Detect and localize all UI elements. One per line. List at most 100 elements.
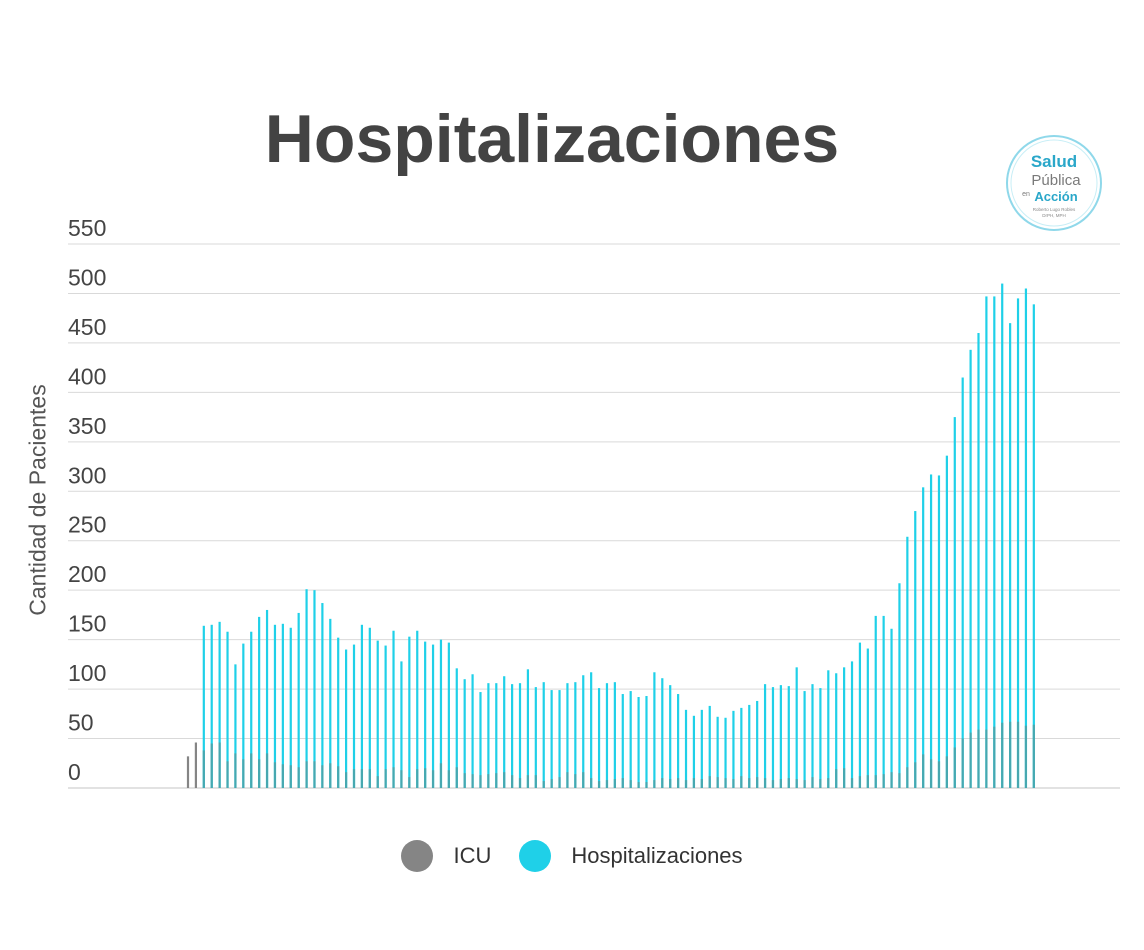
- logo-line4: Roberto Lugo Robles: [1033, 207, 1076, 212]
- icu-bar: [906, 767, 909, 788]
- icu-bar: [416, 769, 419, 788]
- hospitalizaciones-bar: [929, 474, 933, 788]
- icu-bar: [835, 769, 838, 788]
- legend-label-hospitalizaciones: Hospitalizaciones: [571, 843, 743, 868]
- icu-bar: [210, 743, 213, 788]
- icu-bar: [431, 770, 435, 788]
- hospitalizaciones-bar: [858, 642, 862, 788]
- icu-bar: [866, 775, 869, 788]
- hospitalizaciones-bar: [392, 630, 395, 788]
- hospitalizaciones-bar: [945, 455, 948, 788]
- hospitalizaciones-bar: [724, 717, 727, 788]
- icu-bar: [289, 765, 292, 788]
- hospitalizaciones-bar: [471, 674, 474, 788]
- icu-bar: [740, 776, 743, 788]
- legend-label-icu: ICU: [453, 843, 492, 868]
- hospitalizaciones-bar: [542, 682, 545, 788]
- y-tick-label: 0: [68, 759, 81, 785]
- icu-bar: [534, 775, 537, 788]
- hospitalizaciones-bar: [1009, 323, 1012, 788]
- icu-bar: [202, 750, 205, 788]
- hospitalizaciones-bar: [835, 673, 838, 788]
- hospitalizaciones-bar: [874, 615, 877, 788]
- hospitalizaciones-bar: [431, 644, 435, 788]
- icu-bar: [424, 768, 427, 788]
- hospitalizaciones-bar: [226, 631, 229, 788]
- hospitalizaciones-bar: [605, 683, 609, 788]
- icu-bar: [850, 778, 854, 788]
- hospitalizaciones-bar: [953, 417, 956, 788]
- hospitalizaciones-bar: [922, 487, 925, 788]
- hospitalizaciones-bar: [692, 715, 696, 788]
- icu-bar: [273, 762, 277, 788]
- legend-swatch-icu: [401, 840, 434, 872]
- hospitalizaciones-bar: [882, 615, 885, 788]
- hospitalizaciones-bar: [843, 667, 846, 788]
- hospitalizaciones-bar: [961, 377, 964, 788]
- icu-bar: [463, 773, 466, 788]
- icu-bar: [582, 772, 585, 788]
- hospitalizaciones-bar: [613, 682, 616, 788]
- hospitalizaciones-bar: [629, 691, 632, 788]
- icu-bar: [384, 769, 387, 788]
- icu-bar: [724, 778, 727, 788]
- hospitalizaciones-bar: [455, 668, 458, 788]
- icu-bar: [186, 756, 190, 788]
- icu-bar: [1024, 725, 1028, 788]
- icu-bar: [392, 767, 395, 788]
- hospitalizaciones-bar: [1024, 288, 1028, 788]
- hospitalizaciones-bar: [408, 636, 411, 788]
- icu-bar: [613, 779, 616, 788]
- icu-bar: [265, 753, 269, 788]
- icu-bar: [708, 776, 711, 788]
- hospitalizaciones-bar: [250, 631, 253, 788]
- hospitalizaciones-bar: [273, 624, 277, 788]
- icu-bar: [368, 769, 371, 788]
- chart-title: Hospitalizaciones: [264, 101, 840, 177]
- hospitalizaciones-bar: [977, 333, 980, 788]
- hospitalizaciones-bar: [677, 694, 680, 788]
- icu-bar: [487, 774, 490, 788]
- icu-bar: [637, 782, 640, 788]
- icu-bar: [360, 769, 364, 788]
- icu-bar: [677, 778, 680, 788]
- hospitalizaciones-bar: [337, 637, 340, 788]
- hospitalizaciones-bar: [495, 683, 498, 788]
- hospitalizaciones-bar: [748, 704, 751, 788]
- icu-bar: [890, 772, 893, 788]
- hospitalizaciones-bar: [1016, 298, 1020, 788]
- hospitalizaciones-bar: [756, 700, 759, 788]
- icu-bar: [558, 777, 561, 788]
- icu-bar: [882, 774, 885, 788]
- icu-bar: [408, 777, 411, 788]
- hospitalizaciones-bar: [850, 661, 854, 788]
- icu-bar: [858, 776, 862, 788]
- hospitalizaciones-bar: [305, 589, 308, 788]
- hospitalizaciones-bar: [242, 643, 245, 788]
- icu-bar: [400, 770, 403, 788]
- hospitalizaciones-bar: [597, 688, 601, 788]
- icu-bar: [471, 774, 474, 788]
- icu-bar: [439, 763, 443, 788]
- hospitalizaciones-bar: [771, 687, 775, 788]
- hospitalizaciones-bar: [479, 692, 482, 788]
- hospitalizaciones-bar: [993, 296, 996, 788]
- icu-bar: [526, 775, 530, 788]
- logo-line2: Pública: [1031, 172, 1081, 189]
- icu-bar: [455, 767, 458, 788]
- icu-bar: [590, 778, 593, 788]
- y-tick-label: 400: [68, 363, 106, 389]
- icu-bar: [985, 729, 988, 788]
- y-tick-label: 300: [68, 462, 106, 488]
- icu-bar: [574, 774, 577, 788]
- icu-bar: [1032, 724, 1035, 788]
- hospitalizaciones-bar: [590, 672, 593, 788]
- hospitalizaciones-bar: [424, 641, 427, 788]
- icu-bar: [874, 775, 877, 788]
- icu-bar: [329, 763, 332, 788]
- legend: ICU Hospitalizaciones: [0, 840, 1144, 872]
- hospitalizaciones-bar: [447, 642, 450, 788]
- hospitalizaciones-bar: [582, 675, 585, 788]
- icu-bar: [819, 779, 822, 788]
- hospitalizaciones-bar: [297, 612, 300, 788]
